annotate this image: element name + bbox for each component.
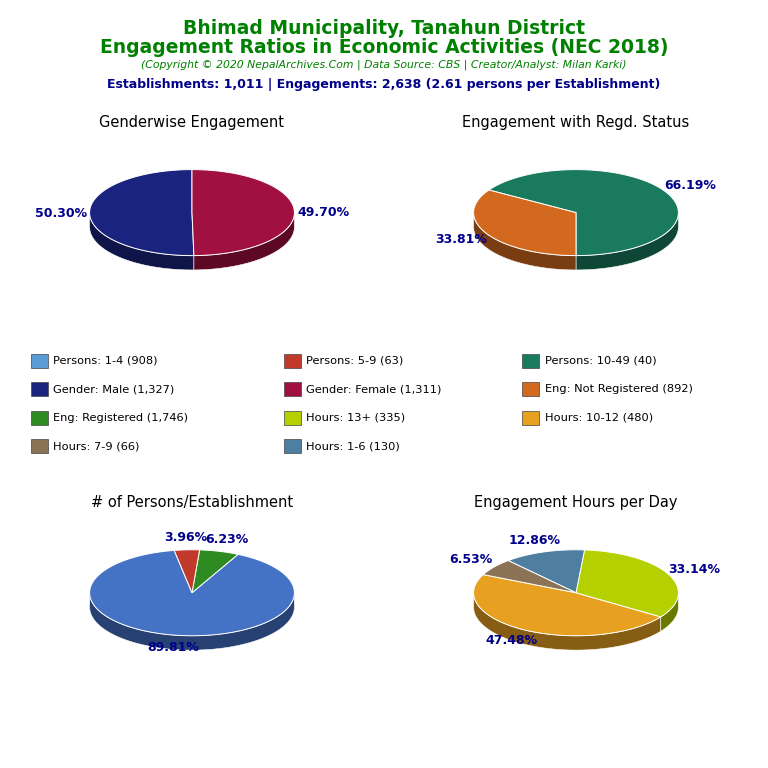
Polygon shape (508, 550, 584, 593)
Title: # of Persons/Establishment: # of Persons/Establishment (91, 495, 293, 511)
Title: Engagement with Regd. Status: Engagement with Regd. Status (462, 115, 690, 131)
Text: Eng: Registered (1,746): Eng: Registered (1,746) (53, 412, 188, 423)
Text: Eng: Not Registered (892): Eng: Not Registered (892) (545, 384, 693, 395)
Polygon shape (192, 170, 294, 256)
Text: Hours: 7-9 (66): Hours: 7-9 (66) (53, 441, 139, 452)
Polygon shape (576, 550, 678, 617)
Polygon shape (194, 214, 294, 270)
Text: Bhimad Municipality, Tanahun District: Bhimad Municipality, Tanahun District (183, 19, 585, 38)
Polygon shape (474, 574, 660, 636)
Polygon shape (90, 551, 294, 636)
Polygon shape (660, 594, 678, 631)
Text: Persons: 1-4 (908): Persons: 1-4 (908) (53, 356, 157, 366)
Text: Persons: 5-9 (63): Persons: 5-9 (63) (306, 356, 404, 366)
Polygon shape (192, 550, 238, 593)
Text: 66.19%: 66.19% (664, 179, 717, 192)
Text: 89.81%: 89.81% (147, 641, 199, 654)
Text: 47.48%: 47.48% (485, 634, 538, 647)
Polygon shape (576, 213, 678, 270)
Polygon shape (174, 550, 200, 593)
Polygon shape (489, 170, 678, 256)
Text: 3.96%: 3.96% (164, 531, 207, 545)
Polygon shape (90, 213, 194, 270)
Text: (Copyright © 2020 NepalArchives.Com | Data Source: CBS | Creator/Analyst: Milan : (Copyright © 2020 NepalArchives.Com | Da… (141, 60, 627, 71)
Text: Hours: 1-6 (130): Hours: 1-6 (130) (306, 441, 400, 452)
Polygon shape (474, 190, 576, 256)
Polygon shape (474, 213, 576, 270)
Polygon shape (474, 593, 660, 650)
Text: Gender: Male (1,327): Gender: Male (1,327) (53, 384, 174, 395)
Text: 6.23%: 6.23% (205, 533, 249, 546)
Text: 50.30%: 50.30% (35, 207, 87, 220)
Text: Hours: 13+ (335): Hours: 13+ (335) (306, 412, 406, 423)
Polygon shape (90, 170, 194, 256)
Polygon shape (483, 561, 576, 593)
Title: Genderwise Engagement: Genderwise Engagement (100, 115, 284, 131)
Text: 6.53%: 6.53% (449, 553, 492, 566)
Polygon shape (90, 594, 294, 650)
Text: Establishments: 1,011 | Engagements: 2,638 (2.61 persons per Establishment): Establishments: 1,011 | Engagements: 2,6… (108, 78, 660, 91)
Text: Engagement Ratios in Economic Activities (NEC 2018): Engagement Ratios in Economic Activities… (100, 38, 668, 58)
Text: 49.70%: 49.70% (297, 206, 349, 219)
Text: Gender: Female (1,311): Gender: Female (1,311) (306, 384, 442, 395)
Text: 12.86%: 12.86% (508, 534, 561, 547)
Title: Engagement Hours per Day: Engagement Hours per Day (475, 495, 677, 511)
Text: 33.81%: 33.81% (435, 233, 488, 246)
Text: 33.14%: 33.14% (668, 562, 720, 575)
Text: Persons: 10-49 (40): Persons: 10-49 (40) (545, 356, 656, 366)
Text: Hours: 10-12 (480): Hours: 10-12 (480) (545, 412, 653, 423)
